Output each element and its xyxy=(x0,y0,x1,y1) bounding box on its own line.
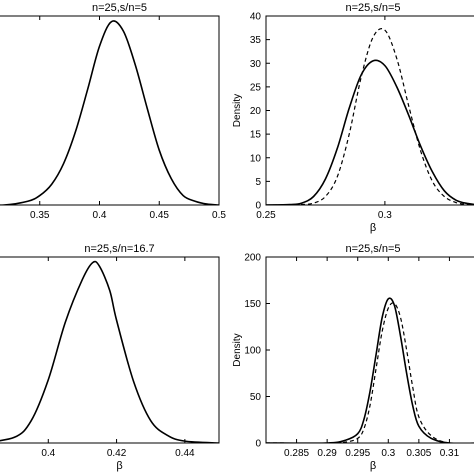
x-tick-label: 0.3 xyxy=(378,210,392,221)
y-axis-label: Density xyxy=(232,333,243,366)
y-tick-label: 150 xyxy=(244,299,261,310)
chart-panel-2: n=25,s/n=5 0.25 0.3 0 5 10 15 20 25 30 35 40 β Densit… xyxy=(232,2,474,234)
x-axis-label: β xyxy=(370,222,376,234)
chart-panel-1: n=25,s/n=5 0.35 0.4 0.45 0.5 xyxy=(0,2,226,221)
y-tick-label: 35 xyxy=(250,35,262,46)
chart-title: n=25,s/n=16.7 xyxy=(84,243,154,255)
chart-panel-4: n=25,s/n=5 0.285 0.29 0.295 0.3 0.305 0.31 0 50 1… xyxy=(232,243,474,472)
y-tick-label: 0 xyxy=(255,439,261,450)
x-axis-label: β xyxy=(370,460,376,472)
plot-frame xyxy=(0,15,220,206)
chart-title: n=25,s/n=5 xyxy=(92,2,147,14)
x-tick-label: 0.44 xyxy=(175,448,195,459)
x-tick-label: 0.4 xyxy=(93,210,107,221)
solid-density-line xyxy=(266,59,474,205)
plot-frame xyxy=(0,256,220,444)
y-tick-label: 40 xyxy=(250,12,262,23)
x-tick-label: 0.295 xyxy=(345,448,370,459)
chart-panel-3: n=25,s/n=16.7 0.4 0.42 0.44 β xyxy=(0,243,220,472)
chart-title: n=25,s/n=5 xyxy=(345,2,400,14)
chart-title: n=25,s/n=5 xyxy=(345,243,400,255)
x-tick-label: 0.35 xyxy=(30,210,50,221)
y-tick-label: 10 xyxy=(250,153,262,164)
y-tick-label: 0 xyxy=(255,201,261,212)
dashed-density-line xyxy=(266,302,474,443)
x-axis-label: β xyxy=(116,460,122,472)
solid-density-line xyxy=(0,260,219,443)
y-tick-label: 200 xyxy=(244,253,261,264)
x-tick-label: 0.42 xyxy=(107,448,127,459)
y-tick-label: 100 xyxy=(244,346,261,357)
solid-density-line xyxy=(0,20,219,205)
y-tick-label: 25 xyxy=(250,82,262,93)
solid-density-line xyxy=(266,297,474,443)
dashed-density-line xyxy=(266,28,474,205)
x-tick-label: 0.45 xyxy=(150,210,170,221)
y-tick-label: 30 xyxy=(250,59,262,70)
x-tick-label: 0.285 xyxy=(284,448,309,459)
plot-frame xyxy=(265,256,474,444)
plot-frame xyxy=(265,15,474,206)
y-axis-label: Density xyxy=(232,94,243,127)
y-tick-label: 50 xyxy=(250,392,262,403)
x-tick-label: 0.25 xyxy=(256,210,276,221)
x-tick-label: 0.305 xyxy=(406,448,431,459)
y-tick-label: 5 xyxy=(255,177,261,188)
x-tick-label: 0.3 xyxy=(381,448,395,459)
x-tick-label: 0.31 xyxy=(440,448,460,459)
y-tick-label: 20 xyxy=(250,106,262,117)
y-tick-label: 15 xyxy=(250,130,262,141)
x-tick-label: 0.4 xyxy=(41,448,55,459)
x-tick-label: 0.5 xyxy=(212,210,226,221)
x-tick-label: 0.29 xyxy=(317,448,337,459)
